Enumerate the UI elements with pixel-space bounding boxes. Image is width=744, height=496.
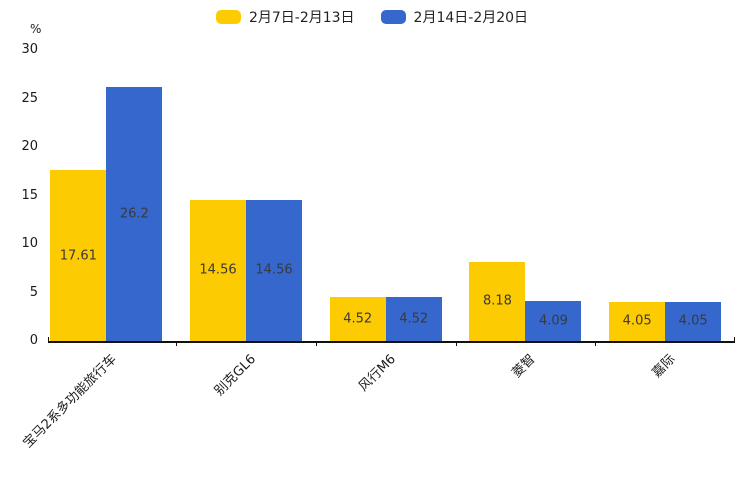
- bar-value-label: 8.18: [482, 293, 512, 309]
- bar-value-label: 26.2: [119, 206, 149, 222]
- y-tick-label: 0: [29, 333, 38, 348]
- x-category-label: 别克GL6: [212, 351, 260, 399]
- bar: [469, 261, 526, 341]
- legend-label: 2月14日-2月20日: [413, 10, 529, 26]
- bar: [525, 301, 582, 341]
- bar: [190, 199, 246, 341]
- series-color-swatch: [380, 10, 406, 24]
- legend-label: 2月7日-2月13日: [248, 10, 355, 26]
- y-tick-label: 25: [21, 90, 38, 106]
- x-axis-line: [48, 341, 735, 343]
- bar: [106, 86, 163, 341]
- x-category-label: 菱智: [509, 351, 539, 381]
- bar-value-label: 14.56: [255, 262, 293, 278]
- legend: 2月7日-2月13日 2月14日-2月20日: [0, 7, 744, 27]
- x-category-label: 风行M6: [356, 351, 400, 395]
- legend-item[interactable]: 2月14日-2月20日: [380, 7, 529, 27]
- bar: [246, 199, 302, 341]
- bar-value-label: 4.05: [678, 313, 708, 329]
- bar: [50, 170, 107, 341]
- bar-value-label: 4.52: [343, 311, 373, 327]
- x-axis-corner-tick: [734, 337, 735, 341]
- y-tick-label: 5: [29, 284, 38, 300]
- y-tick-label: 15: [21, 187, 38, 203]
- bar: [385, 297, 442, 341]
- bar-value-label: 17.61: [59, 248, 97, 264]
- x-axis-tick: [595, 341, 597, 346]
- bar: [665, 301, 722, 341]
- x-category-label: 宝马2系多功能旅行车: [20, 351, 120, 452]
- y-tick-label: 20: [21, 139, 38, 154]
- bar-value-label: 4.09: [538, 313, 568, 329]
- legend-item[interactable]: 2月7日-2月13日: [215, 7, 355, 27]
- bar-value-label: 4.52: [399, 311, 429, 327]
- bar-value-label: 4.05: [622, 313, 652, 329]
- y-tick-label: 30: [21, 42, 38, 57]
- x-axis-tick: [315, 341, 317, 346]
- x-category-label: 嘉际: [649, 351, 679, 381]
- bar: [329, 297, 386, 341]
- y-tick-label: 10: [21, 236, 38, 251]
- bar-value-label: 14.56: [199, 262, 237, 278]
- series-color-swatch: [215, 10, 241, 24]
- x-axis-tick: [176, 341, 178, 346]
- bar: [609, 301, 666, 341]
- x-axis-corner-tick: [48, 337, 49, 341]
- x-axis-tick: [455, 341, 457, 346]
- y-axis-unit-label: %: [30, 22, 42, 36]
